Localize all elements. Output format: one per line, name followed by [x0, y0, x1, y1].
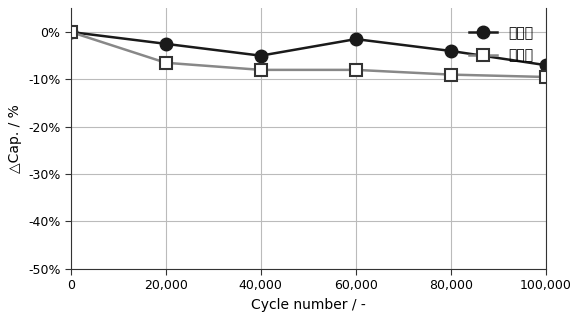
Line: 従来品: 従来品 — [65, 27, 551, 83]
従来品 — [67, 30, 74, 34]
従来品 — [162, 61, 169, 65]
開発品 — [162, 42, 169, 46]
開発品 — [352, 37, 359, 41]
従来品 — [447, 73, 454, 76]
従来品 — [542, 75, 549, 79]
開発品 — [258, 54, 264, 58]
X-axis label: Cycle number / -: Cycle number / - — [251, 298, 365, 312]
従来品 — [258, 68, 264, 72]
Y-axis label: △Cap. / %: △Cap. / % — [8, 104, 23, 173]
開発品 — [67, 30, 74, 34]
Line: 開発品: 開発品 — [64, 26, 552, 71]
開発品 — [542, 63, 549, 67]
従来品 — [352, 68, 359, 72]
開発品 — [447, 49, 454, 53]
Legend: 開発品, 従来品: 開発品, 従来品 — [463, 20, 539, 68]
